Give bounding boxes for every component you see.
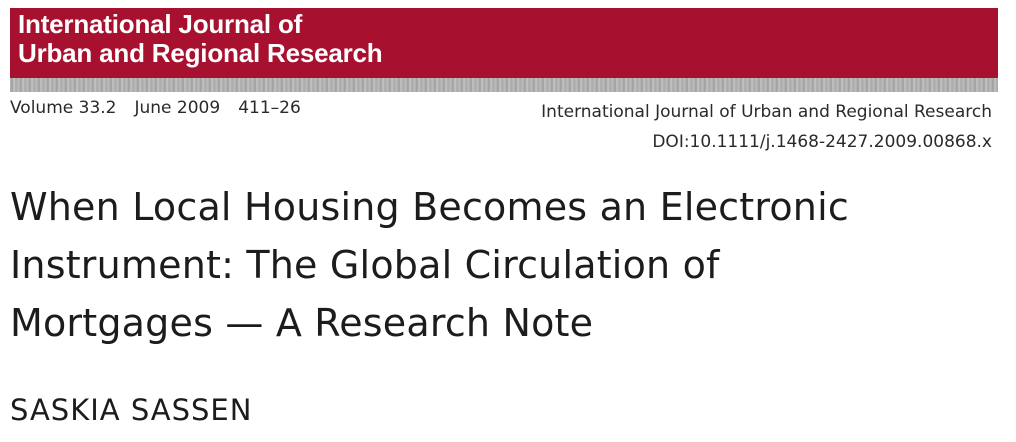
- title-line-3: Mortgages — A Research Note: [10, 301, 594, 345]
- journal-reference: International Journal of Urban and Regio…: [541, 97, 992, 157]
- title-line-2: Instrument: The Global Circulation of: [10, 243, 720, 287]
- title-line-1: When Local Housing Becomes an Electronic: [10, 185, 849, 229]
- reference-journal-name: International Journal of Urban and Regio…: [541, 102, 992, 122]
- doi: DOI:10.1111/j.1468-2427.2009.00868.x: [652, 132, 992, 152]
- journal-name-line-1: International Journal of: [18, 9, 303, 39]
- author-name: SASKIA SASSEN: [10, 393, 253, 427]
- volume-label: Volume 33.2: [10, 98, 117, 118]
- issue-date: June 2009: [134, 98, 221, 118]
- masthead-rule: [10, 78, 998, 92]
- issue-info: Volume 33.2 June 2009 411–26: [10, 97, 319, 119]
- journal-masthead: International Journal of Urban and Regio…: [10, 8, 998, 78]
- page-range: 411–26: [238, 98, 301, 118]
- article-title: When Local Housing Becomes an Electronic…: [10, 178, 1010, 352]
- journal-name-line-2: Urban and Regional Research: [18, 38, 383, 68]
